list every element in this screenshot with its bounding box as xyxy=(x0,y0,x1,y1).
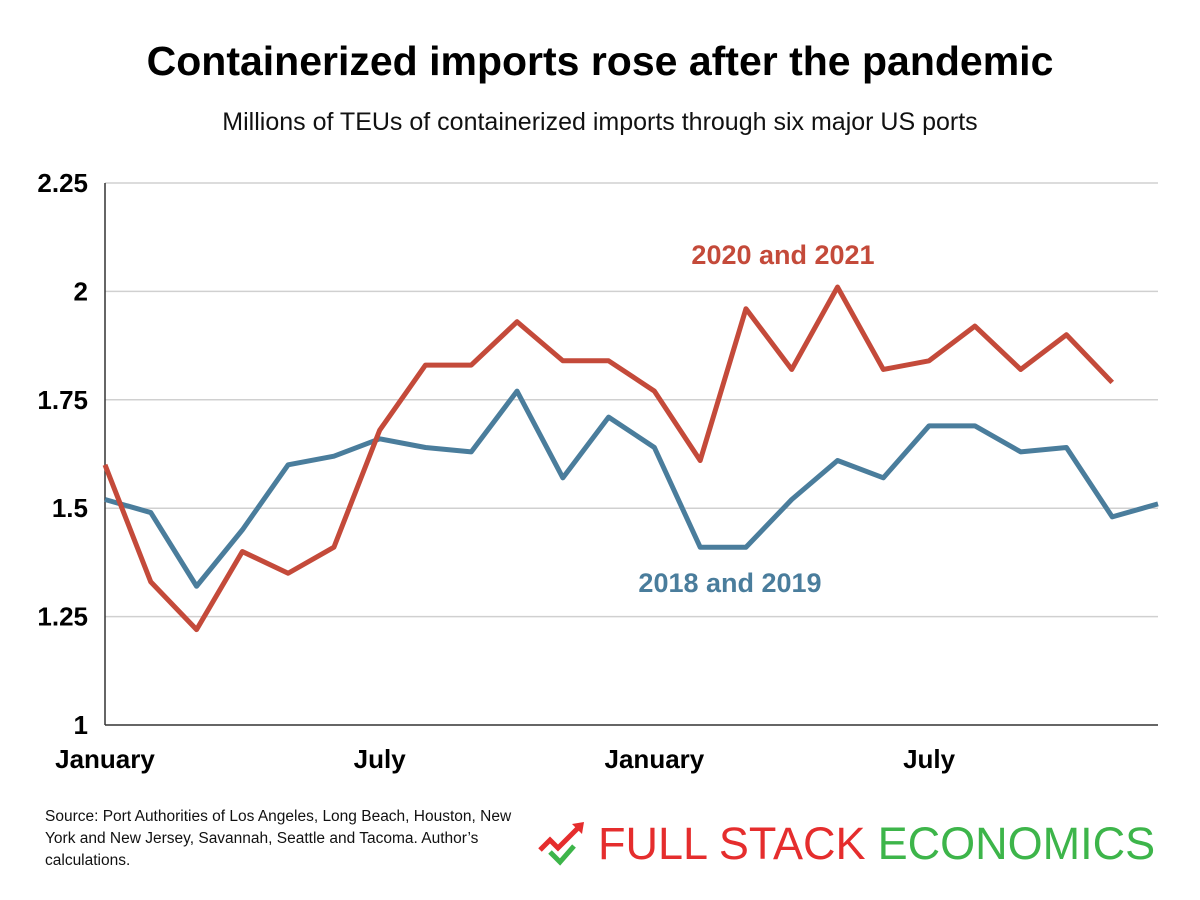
x-tick-label: July xyxy=(903,744,956,774)
x-tick-label: July xyxy=(354,744,407,774)
series-line-blue xyxy=(104,388,1159,589)
series-label: 2020 and 2021 xyxy=(691,240,874,270)
line-chart: 1 1.25 1.5 1.75 2 2.25 January July January July 2… xyxy=(37,168,1159,774)
logo-text-economics: ECONOMICS xyxy=(877,818,1156,869)
source-note: Source: Port Authorities of Los Angeles,… xyxy=(45,808,512,869)
x-tick-label: January xyxy=(605,744,705,774)
y-tick-label: 1.5 xyxy=(52,493,88,523)
series-label: 2018 and 2019 xyxy=(638,568,821,598)
chart-title: Containerized imports rose after the pan… xyxy=(146,38,1054,84)
x-tick-label: January xyxy=(55,744,155,774)
series-line-red xyxy=(102,284,1115,633)
chart-subtitle: Millions of TEUs of containerized import… xyxy=(222,108,978,136)
y-tick-label: 2.25 xyxy=(37,168,88,198)
y-tick-label: 1.25 xyxy=(37,602,88,632)
y-tick-label: 2 xyxy=(74,276,88,306)
trend-arrow-check-icon xyxy=(538,822,584,866)
y-tick-label: 1.75 xyxy=(37,385,88,415)
logo: FULL STACK ECONOMICS xyxy=(538,818,1155,870)
y-tick-label: 1 xyxy=(74,710,88,740)
logo-text-full-stack: FULL STACK xyxy=(598,818,866,869)
